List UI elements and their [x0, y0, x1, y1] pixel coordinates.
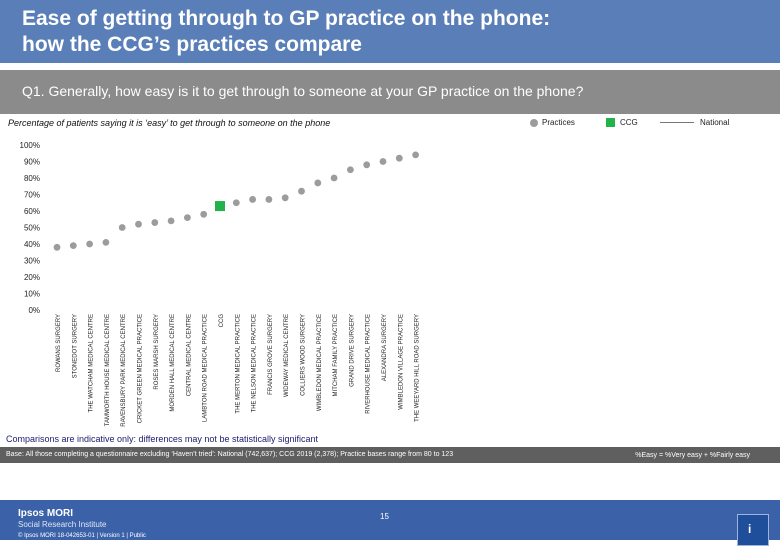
- practice-point: [379, 158, 387, 165]
- x-category-label: ROSES MARSH SURGERY: [154, 314, 160, 390]
- x-category-label: WIMBLEDON VILLAGE PRACTICE: [398, 314, 404, 410]
- legend-practices-marker: [530, 119, 538, 127]
- y-tick-label: 70%: [24, 191, 40, 200]
- page-number: 15: [380, 512, 389, 521]
- x-category-label: WIMBLEDON MEDICAL PRACTICE: [317, 314, 323, 411]
- x-category-label: THE WEEYARD HILL ROAD SURGERY: [415, 314, 421, 422]
- legend: Practices CCG National: [520, 117, 770, 129]
- x-category-label: CENTRAL MEDICAL CENTRE: [186, 314, 192, 396]
- practice-point: [86, 240, 93, 248]
- y-tick-label: 90%: [24, 158, 40, 167]
- practice-point: [167, 217, 175, 225]
- ipsos-logo: i: [737, 514, 769, 546]
- y-tick-label: 30%: [24, 257, 40, 266]
- practice-point: [395, 154, 403, 162]
- page-title: Ease of getting through to GP practice o…: [22, 7, 551, 56]
- question-text: Q1. Generally, how easy is it to get thr…: [22, 83, 584, 99]
- x-category-label: CRICKET GREEN MEDICAL PRACTICE: [138, 314, 144, 423]
- practice-point: [69, 242, 77, 250]
- x-category-label: GRAND DRIVE SURGERY: [349, 314, 355, 387]
- practice-point: [412, 151, 419, 159]
- y-tick-label: 60%: [24, 207, 40, 216]
- practice-point: [347, 166, 354, 174]
- legend-ccg-label: CCG: [620, 118, 638, 127]
- x-category-label: THE MERTON MEDICAL PRACTICE: [235, 314, 241, 414]
- scatter-chart: 0% 10% 20% 30% 40% 50% 60% 70% 80% 90% 100% ROWANS …: [20, 141, 421, 427]
- header-banner: Ease of getting through to GP practice o…: [0, 0, 780, 63]
- x-category-label: MORDEN HALL MEDICAL CENTRE: [170, 314, 176, 412]
- x-category-label: ROWANS SURGERY: [56, 314, 62, 372]
- practice-point: [314, 179, 322, 187]
- practice-point: [298, 187, 305, 195]
- base-note-bar: Base: All those completing a questionnai…: [0, 447, 780, 463]
- x-category-label: CCG: [219, 314, 225, 328]
- question-bar: Q1. Generally, how easy is it to get thr…: [0, 70, 780, 114]
- base-note: Base: All those completing a questionnai…: [6, 451, 454, 458]
- footer: Ipsos MORI Social Research Institute © I…: [0, 500, 780, 546]
- practice-point: [249, 196, 256, 203]
- legend-practices-label: Practices: [542, 118, 575, 127]
- y-tick-label: 20%: [24, 273, 40, 282]
- x-category-label: MITCHAM FAMILY PRACTICE: [333, 314, 339, 396]
- x-category-label: WIDEWAY MEDICAL CENTRE: [284, 314, 290, 397]
- x-category-label: STONEDOT SURGERY: [72, 314, 78, 378]
- practice-point: [53, 243, 61, 251]
- x-category-label: RAVENSBURY PARK MEDICAL CENTRE: [121, 314, 127, 427]
- brand-subtitle: Social Research Institute: [18, 520, 107, 529]
- logo-mark: i: [748, 522, 752, 536]
- y-tick-label: 0%: [28, 306, 40, 315]
- practice-point: [184, 214, 191, 221]
- legend-national-label: National: [700, 118, 730, 127]
- practice-point: [151, 219, 159, 226]
- y-tick-label: 50%: [24, 224, 40, 233]
- copyright-text: © Ipsos MORI 18-042653-01 | Version 1 | …: [18, 533, 146, 539]
- x-category-label: TAMWORTH HOUSE MEDICAL CENTRE: [105, 314, 111, 426]
- easy-definition: %Easy = %Very easy + %Fairly easy: [635, 452, 750, 459]
- y-tick-label: 40%: [24, 240, 40, 249]
- practice-point: [330, 174, 338, 182]
- ccg-point: [215, 201, 225, 212]
- y-tick-label: 80%: [24, 174, 40, 183]
- x-category-label: THE NELSON MEDICAL PRACTICE: [252, 314, 258, 412]
- x-category-label: COLLIERS WOOD SURGERY: [301, 314, 307, 396]
- practice-point: [281, 194, 289, 202]
- practice-point: [200, 210, 208, 218]
- practice-point: [135, 220, 142, 228]
- y-tick-label: 10%: [24, 290, 40, 299]
- x-category-label: RIVERHOUSE MEDICAL PRACTICE: [366, 314, 372, 414]
- legend-ccg-marker: [606, 118, 615, 127]
- x-category-label: ALEXANDRA SURGERY: [382, 314, 388, 381]
- y-tick-label: 100%: [20, 141, 40, 150]
- brand-name: Ipsos MORI: [18, 508, 74, 519]
- practice-point: [265, 196, 273, 203]
- x-category-label: THE WATCHAM MEDICAL CENTRE: [89, 314, 95, 412]
- legend-national-line: [660, 122, 694, 123]
- practice-point: [118, 224, 126, 231]
- chart-subtitle: Percentage of patients saying it is ‘eas…: [8, 118, 331, 128]
- practice-point: [102, 238, 110, 246]
- x-category-label: FRANCIS GROVE SURGERY: [268, 314, 274, 395]
- practice-point: [363, 161, 371, 169]
- comparison-note: Comparisons are indicative only: differe…: [6, 434, 318, 444]
- practice-point: [232, 199, 240, 207]
- x-category-label: LAMBTON ROAD MEDICAL PRACTICE: [203, 314, 209, 422]
